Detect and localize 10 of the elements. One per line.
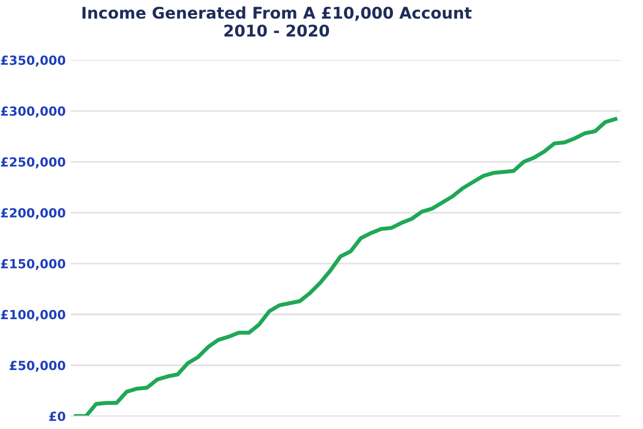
- y-tick-label: £200,000: [1, 208, 66, 220]
- y-tick-label: £0: [49, 412, 66, 422]
- y-tick-label: £150,000: [1, 259, 66, 270]
- chart-title: Income Generated From A £10,000 Account 2010 - 2020: [82, 6, 472, 37]
- y-tick-label: £300,000: [1, 106, 66, 118]
- y-tick-label: £350,000: [1, 56, 66, 67]
- y-tick-label: £250,000: [1, 157, 66, 168]
- y-tick-label: £50,000: [10, 360, 66, 372]
- y-tick-label: £100,000: [1, 310, 66, 321]
- line-series: [74, 117, 618, 416]
